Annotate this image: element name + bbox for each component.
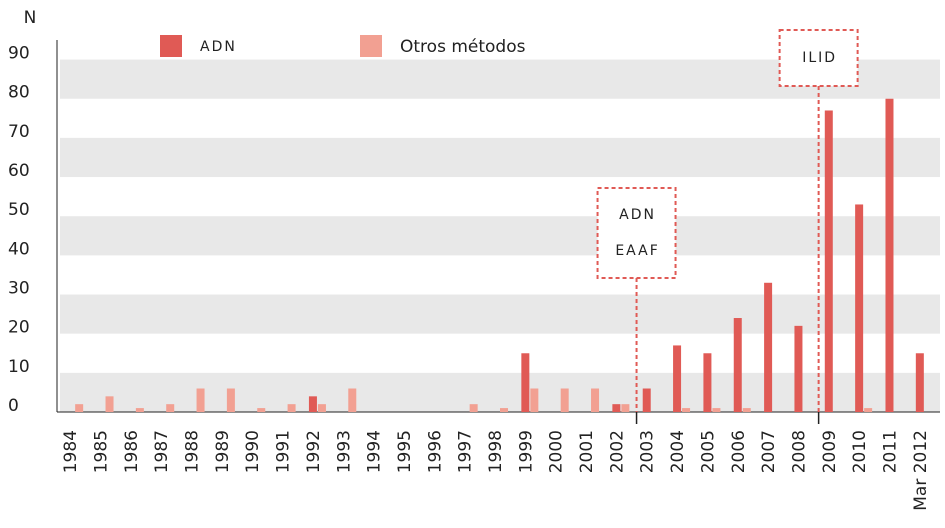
bar	[682, 408, 691, 412]
x-tick-label: 1985	[92, 430, 112, 473]
legend-label: ADN	[200, 39, 237, 55]
y-tick-label: 0	[8, 396, 19, 416]
y-tick-label: 60	[8, 161, 30, 181]
x-tick-label: 1992	[304, 430, 324, 473]
x-tick-label: 2011	[880, 430, 900, 473]
bar	[348, 388, 357, 412]
bar	[673, 345, 682, 412]
bar	[712, 408, 721, 412]
y-tick-label: 90	[8, 44, 30, 64]
x-tick-label: 1987	[152, 430, 172, 473]
bar	[135, 408, 144, 412]
bar	[733, 318, 742, 412]
grid-band	[60, 294, 940, 334]
bar	[521, 353, 530, 412]
x-tick-label: 2005	[698, 430, 718, 473]
y-tick-label: 80	[8, 83, 30, 103]
bar	[855, 204, 864, 412]
legend-label: Otros métodos	[400, 37, 526, 57]
x-tick-label: 2000	[547, 430, 567, 473]
bar	[317, 404, 326, 412]
bar	[824, 110, 833, 413]
y-tick-label: 10	[8, 357, 30, 377]
x-tick-label: 2006	[729, 430, 749, 473]
annotation-box	[778, 29, 859, 87]
x-tick-label: 1990	[243, 430, 263, 473]
bar	[560, 388, 569, 412]
grid-band	[60, 372, 940, 412]
bar	[500, 408, 508, 412]
bar	[885, 98, 894, 412]
bar	[257, 408, 266, 412]
x-tick-label: 1993	[334, 430, 354, 473]
bar	[642, 388, 651, 412]
x-tick-label: 1991	[274, 430, 294, 473]
grid-band	[60, 216, 940, 256]
bar	[703, 353, 712, 412]
x-tick-label: 1995	[395, 430, 415, 473]
y-tick-label: 40	[8, 239, 30, 259]
x-tick-label: Mar 2012	[911, 430, 931, 511]
bar	[621, 404, 630, 412]
x-tick-label: 1997	[456, 430, 476, 473]
x-tick-label: 2003	[638, 430, 658, 473]
x-tick-label: 2007	[759, 430, 779, 473]
legend-swatch	[160, 35, 182, 57]
x-tick-label: 1986	[122, 430, 142, 473]
annotation-text: ADN	[619, 207, 656, 223]
bar	[105, 396, 114, 412]
x-tick-label: 2002	[607, 430, 627, 473]
bar	[764, 282, 773, 412]
legend-swatch	[360, 35, 382, 57]
bar	[287, 404, 296, 412]
bar	[469, 404, 478, 412]
x-tick-label: 1998	[486, 430, 506, 473]
bar	[864, 408, 873, 412]
x-tick-label: 1994	[365, 430, 385, 473]
x-tick-label: 2008	[789, 430, 809, 473]
bar	[794, 325, 803, 412]
y-tick-label: 20	[8, 318, 30, 338]
y-tick-label: 50	[8, 200, 30, 220]
bar	[530, 388, 539, 412]
bar	[196, 388, 205, 412]
x-tick-label: 1988	[183, 430, 203, 473]
x-tick-label: 1989	[213, 430, 233, 473]
x-tick-label: 1996	[425, 430, 445, 473]
y-tick-label: 30	[8, 279, 30, 299]
x-tick-label: 1999	[516, 430, 536, 473]
annotation-text: ILID	[802, 50, 837, 66]
bar	[742, 408, 751, 412]
y-tick-label: 70	[8, 122, 30, 142]
bar	[308, 396, 317, 412]
x-tick-label: 2001	[577, 430, 597, 473]
bar	[166, 404, 175, 412]
x-tick-label: 2010	[850, 430, 870, 473]
grid-band	[60, 137, 940, 178]
x-tick-label: 2004	[668, 430, 688, 473]
bar	[591, 388, 600, 412]
x-tick-label: 2009	[820, 430, 840, 473]
annotation-text: EAAF	[615, 243, 659, 259]
bar	[75, 404, 84, 412]
x-tick-label: 1984	[61, 430, 81, 473]
bar	[915, 353, 924, 412]
bar	[612, 404, 621, 412]
bar	[226, 388, 235, 412]
annotation-box	[596, 187, 677, 279]
y-axis-label: N	[24, 8, 37, 28]
